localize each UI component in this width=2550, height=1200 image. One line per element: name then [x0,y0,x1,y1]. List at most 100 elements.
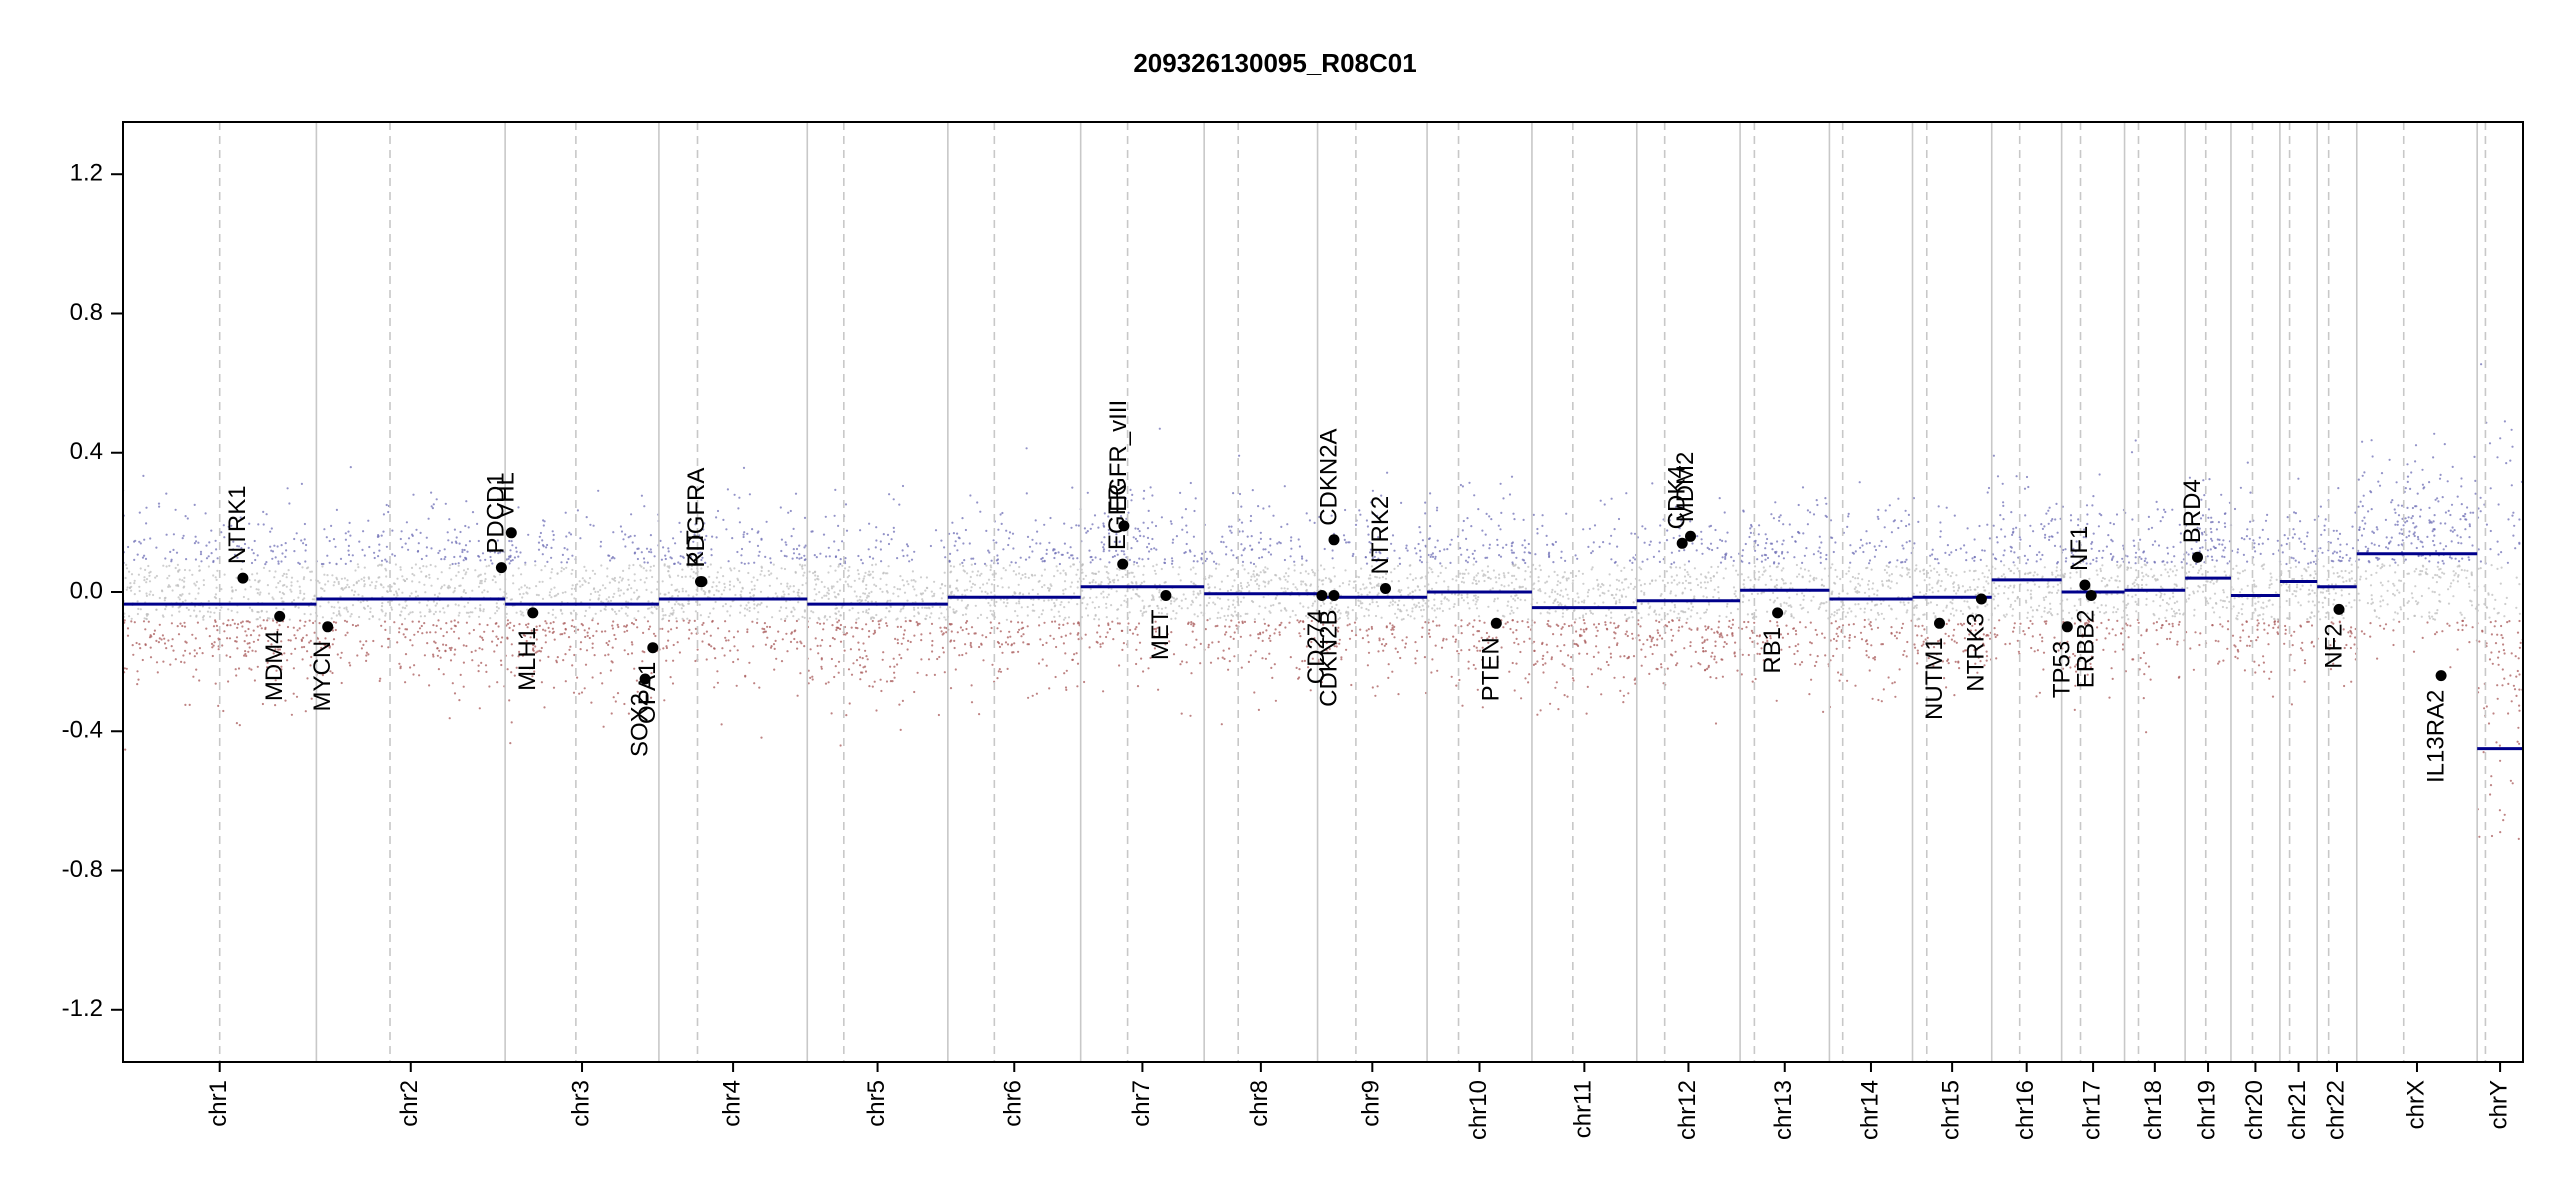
probe-point [1241,560,1245,564]
probe-point [875,584,878,588]
probe-point [564,591,567,594]
probe-point [921,600,924,603]
probe-point [1486,565,1490,568]
probe-point [1319,564,1323,567]
probe-point [419,531,422,535]
probe-point [1278,602,1281,605]
probe-point [724,636,727,639]
probe-point [551,568,554,571]
probe-point [327,580,330,583]
probe-point [261,702,264,706]
probe-point [1623,655,1626,658]
probe-point [1630,532,1633,535]
probe-point [867,600,870,604]
probe-point [369,607,372,610]
probe-point [995,559,999,562]
probe-point [348,521,351,525]
probe-point [136,612,139,616]
probe-point [1512,611,1515,614]
probe-point [379,677,382,680]
probe-point [255,618,258,621]
probe-point [175,551,179,554]
probe-point [1163,561,1166,564]
probe-point [1076,685,1079,688]
probe-point [996,584,999,588]
probe-point [1418,559,1422,562]
probe-point [454,603,457,606]
probe-point [767,569,770,573]
probe-point [1160,567,1163,571]
probe-point [1180,712,1183,715]
probe-point [576,676,579,679]
probe-point [499,659,503,662]
probe-point [1180,599,1183,602]
probe-point [1461,704,1464,707]
probe-point [382,513,385,516]
probe-point [1490,518,1493,521]
probe-point [1160,607,1164,610]
probe-point [617,587,620,590]
probe-point [781,638,784,641]
probe-point [1166,612,1169,616]
probe-point [434,631,437,634]
probe-point [494,581,497,584]
probe-point [380,534,383,537]
probe-point [194,558,197,561]
probe-point [874,600,878,604]
probe-point [432,503,435,506]
probe-point [1157,688,1160,691]
probe-point [1435,509,1439,512]
probe-point [1533,649,1536,653]
probe-point [290,584,293,587]
probe-point [489,555,492,559]
probe-point [1170,562,1174,565]
probe-point [607,653,610,656]
probe-point [301,566,304,569]
probe-point [1578,633,1582,637]
probe-point [189,614,192,618]
probe-point [1290,536,1293,539]
probe-point [509,559,512,563]
probe-point [234,668,237,671]
probe-point [227,525,230,528]
probe-point [1004,641,1008,644]
probe-point [1092,579,1095,582]
probe-point [1448,607,1451,610]
probe-point [232,540,235,543]
probe-point [578,580,581,583]
probe-point [821,596,824,599]
probe-point [303,538,306,541]
probe-point [867,608,871,611]
probe-point [1217,640,1220,644]
probe-point [1068,556,1071,559]
probe-point [863,575,866,578]
probe-point [1021,621,1024,624]
probe-point [929,616,932,619]
probe-point [1401,639,1404,642]
probe-point [272,598,275,601]
probe-point [180,594,183,597]
probe-point [855,618,858,621]
probe-point [1508,670,1511,673]
probe-point [867,573,870,576]
probe-point [672,609,675,612]
probe-point [797,618,800,621]
probe-point [1107,572,1110,575]
probe-point [1574,574,1578,578]
probe-point [333,606,336,609]
probe-point [238,724,241,727]
probe-point [1117,579,1120,582]
probe-point [573,625,576,629]
probe-point [1129,628,1132,632]
probe-point [1689,575,1692,578]
probe-point [1345,541,1348,544]
probe-point [1646,558,1649,561]
probe-point [1504,622,1507,625]
probe-point [1026,614,1029,617]
probe-point [1442,637,1445,640]
probe-point [264,627,267,631]
probe-point [690,568,693,571]
probe-point [550,556,553,559]
probe-point [213,611,216,614]
probe-point [385,575,388,578]
